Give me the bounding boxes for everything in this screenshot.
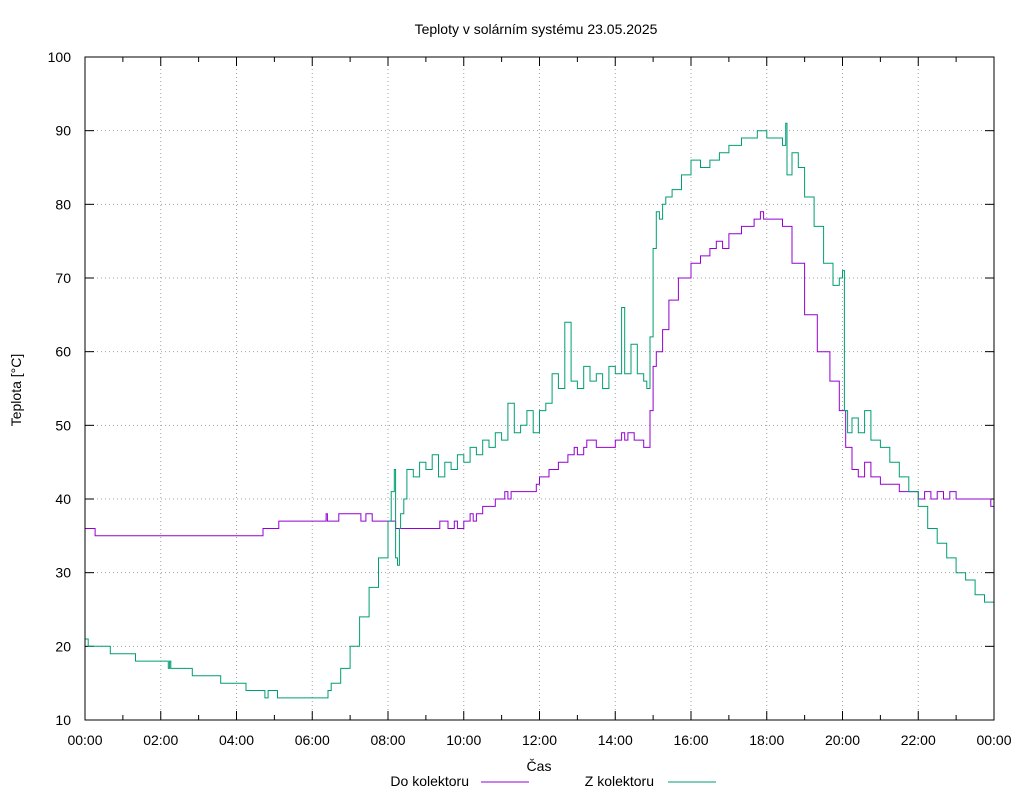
legend-label-do-kolektoru: Do kolektoru bbox=[390, 773, 469, 789]
y-tick-label: 40 bbox=[55, 491, 71, 507]
legend: Do kolektoru Z kolektoru bbox=[390, 773, 716, 789]
x-tick-label: 10:00 bbox=[446, 732, 481, 748]
legend-label-z-kolektoru: Z kolektoru bbox=[585, 773, 654, 789]
y-tick-label: 100 bbox=[48, 49, 72, 65]
y-tick-label: 10 bbox=[55, 712, 71, 728]
x-tick-label: 22:00 bbox=[901, 732, 936, 748]
y-tick-label: 70 bbox=[55, 270, 71, 286]
x-axis-label: Čas bbox=[527, 758, 552, 774]
y-tick-label: 30 bbox=[55, 565, 71, 581]
axis-ticks: 00:00 02:00 04:00 06:00 08:00 10:00 12:00 14:00… bbox=[48, 49, 1012, 748]
plot-frame bbox=[84, 56, 995, 721]
x-tick-label: 14:00 bbox=[598, 732, 633, 748]
x-tick-label: 18:00 bbox=[749, 732, 784, 748]
x-tick-label: 20:00 bbox=[825, 732, 860, 748]
x-tick-label: 00:00 bbox=[67, 732, 102, 748]
x-tick-label: 04:00 bbox=[219, 732, 254, 748]
y-axis-label: Teplota [°C] bbox=[8, 354, 24, 427]
y-tick-label: 20 bbox=[55, 638, 71, 654]
y-tick-label: 80 bbox=[55, 196, 71, 212]
x-tick-label: 12:00 bbox=[522, 732, 557, 748]
x-tick-label: 08:00 bbox=[370, 732, 405, 748]
series-line-z-kolektoru bbox=[85, 122, 995, 699]
x-tick-label: 00:00 bbox=[976, 732, 1011, 748]
chart-title: Teploty v solárním systému 23.05.2025 bbox=[415, 21, 658, 37]
y-tick-label: 50 bbox=[55, 417, 71, 433]
x-tick-label: 02:00 bbox=[143, 732, 178, 748]
y-tick-label: 60 bbox=[55, 344, 71, 360]
series-line-do-kolektoru bbox=[85, 211, 995, 537]
series-lines bbox=[85, 122, 995, 699]
grid bbox=[85, 57, 994, 720]
y-tick-label: 90 bbox=[55, 123, 71, 139]
x-tick-label: 06:00 bbox=[295, 732, 330, 748]
x-tick-label: 16:00 bbox=[673, 732, 708, 748]
